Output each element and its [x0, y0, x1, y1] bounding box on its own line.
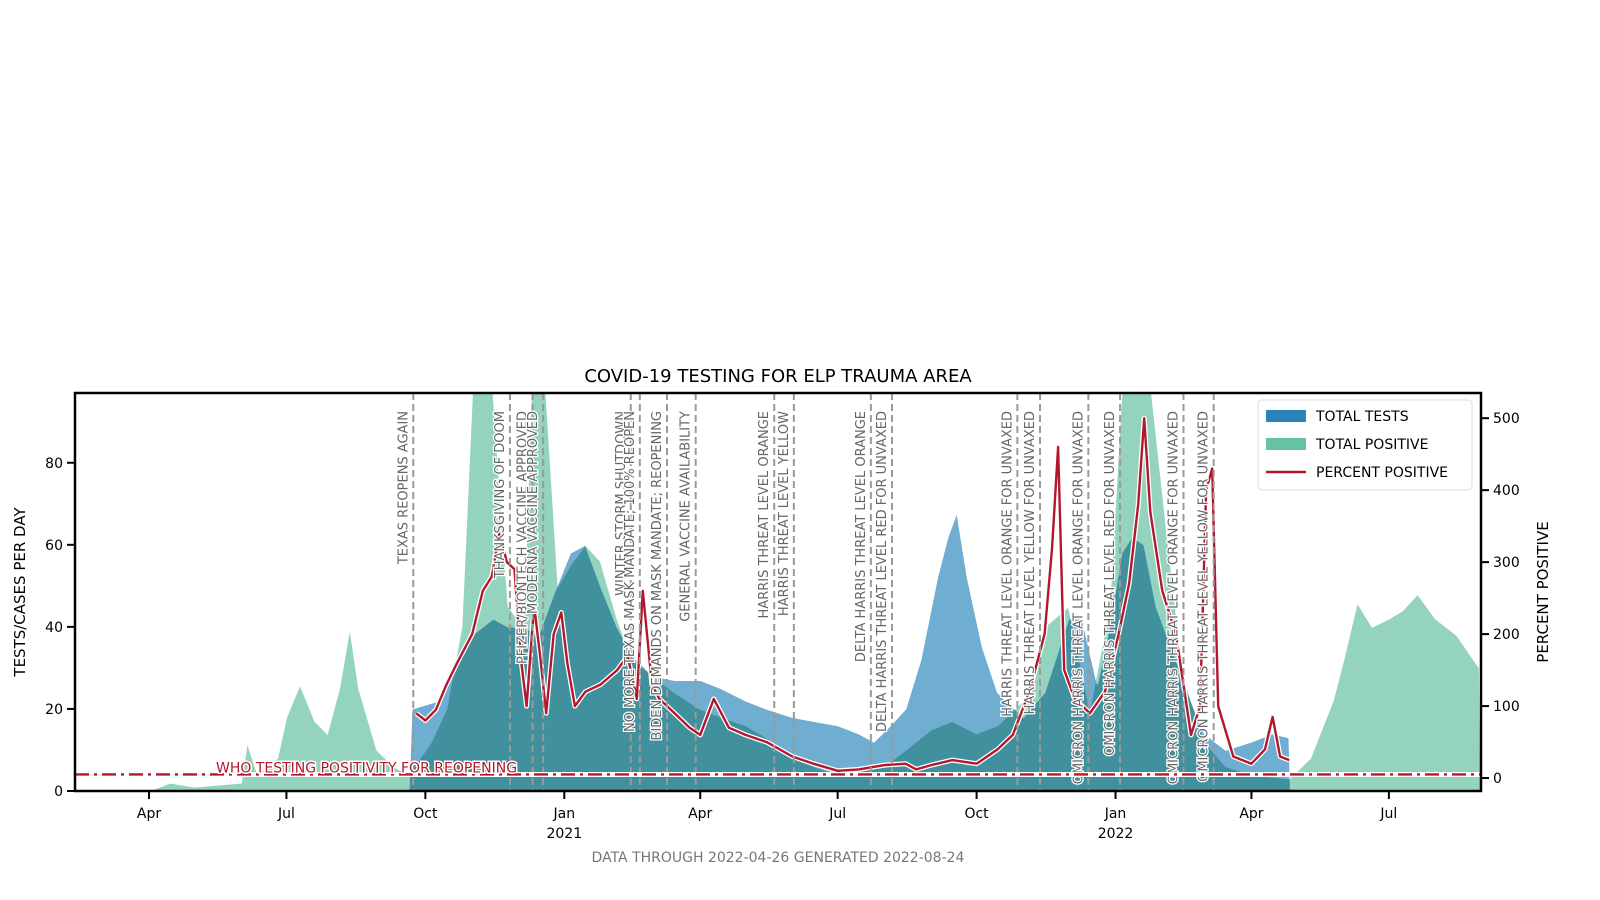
x-tick-label: Oct [964, 806, 989, 822]
x-tick-label: Jul [828, 806, 846, 822]
y-tick-label-right: 200 [1493, 627, 1520, 643]
event-label-omicron-harris-threat-level-orange-for-unvaxed: OMICRON HARRIS THREAT LEVEL ORANGE FOR U… [1071, 411, 1086, 784]
x-year-label: 2021 [546, 826, 582, 842]
who-reference-label: WHO TESTING POSITIVITY FOR REOPENING [216, 760, 517, 776]
y-axis-left-label: TESTS/CASES PER DAY [11, 507, 29, 678]
chart-title: COVID-19 TESTING FOR ELP TRAUMA AREA [584, 366, 972, 387]
legend-label-total-positive: TOTAL POSITIVE [1315, 437, 1428, 453]
event-label-omicron-harris-threat-level-orange-for-unvaxed: OMICRON HARRIS THREAT LEVEL ORANGE FOR U… [1167, 411, 1182, 784]
y-tick-label-left: 80 [45, 456, 63, 472]
event-label-texas-reopens-again: TEXAS REOPENS AGAIN [396, 411, 411, 565]
event-label-delta-harris-threat-level-orange: DELTA HARRIS THREAT LEVEL ORANGE [854, 411, 869, 662]
legend-label-percent-positive: PERCENT POSITIVE [1316, 465, 1448, 481]
x-tick-label: Apr [137, 806, 161, 822]
x-tick-label: Jul [1379, 806, 1397, 822]
events-layer [412, 393, 1215, 791]
y-tick-label-left: 20 [45, 702, 63, 718]
y-tick-label-right: 0 [1493, 771, 1502, 787]
percent-positive-line [415, 417, 1290, 772]
legend-swatch-total-tests [1266, 410, 1306, 422]
reference-layer: WHO TESTING POSITIVITY FOR REOPENING [75, 759, 1481, 778]
event-label-harris-threat-level-yellow-for-unvaxed: HARRIS THREAT LEVEL YELLOW FOR UNVAXED [1023, 411, 1038, 714]
event-label-pfizer-biontech-vaccine-approved: PFIZER/BIONTECH VACCINE APPROVED [516, 411, 531, 664]
event-label-moderna-vaccine-approved: MODERNA VACCINE APPROVED [526, 411, 541, 614]
y-tick-label-right: 500 [1493, 411, 1520, 427]
y-tick-label-right: 300 [1493, 555, 1520, 571]
plot-frame [73, 391, 1483, 793]
event-label-no-more-texas-mask-mandate-100-reopen: NO MORE TEXAS MASK MANDATE; 100% REOPEN [623, 411, 638, 732]
chart-legend: TOTAL TESTS TOTAL POSITIVE PERCENT POSITIV… [1257, 399, 1473, 491]
event-label-omicron-harris-threat-level-yellow-for-unvaxed: OMICRON HARRIS THREAT LEVEL YELLOW FOR U… [1197, 411, 1212, 782]
y-tick-label-left: 60 [45, 538, 63, 554]
legend-box [1257, 399, 1473, 491]
total-tests-area [408, 509, 1292, 791]
legend-label-total-tests: TOTAL TESTS [1315, 409, 1409, 425]
event-label-harris-threat-level-yellow: HARRIS THREAT LEVEL YELLOW [777, 411, 792, 616]
x-year-label: 2022 [1098, 826, 1134, 842]
x-tick-label: Jan [553, 806, 576, 822]
x-tick-label: Apr [688, 806, 712, 822]
y-axis-right-label: PERCENT POSITIVE [1534, 521, 1552, 662]
series-layer [75, 393, 1481, 791]
event-label-biden-demands-on-mask-mandate-reopening: BIDEN DEMANDS ON MASK MANDATE; REOPENING [650, 411, 665, 740]
legend-swatch-total-positive [1266, 438, 1306, 450]
event-label-delta-harris-threat-level-red-for-unvaxed: DELTA HARRIS THREAT LEVEL RED FOR UNVAXE… [875, 411, 890, 732]
x-tick-label: Jul [277, 806, 295, 822]
event-label-winter-storm-shutdown: WINTER STORM SHUTDOWN [614, 411, 629, 596]
x-tick-label: Jan [1104, 806, 1127, 822]
event-label-thanksgiving-of-doom: THANKSGIVING OF DOOM [493, 411, 508, 579]
x-tick-label: Apr [1239, 806, 1263, 822]
event-labels-layer: TEXAS REOPENS AGAIN THANKSGIVING OF DOOM P… [395, 410, 1213, 786]
y-tick-label-left: 0 [54, 784, 63, 800]
event-label-harris-threat-level-orange-for-unvaxed: HARRIS THREAT LEVEL ORANGE FOR UNVAXED [1000, 411, 1015, 717]
event-label-omicron-harris-threat-level-red-for-unvaxed: OMICRON HARRIS THREAT LEVEL RED FOR UNVA… [1103, 411, 1118, 756]
axes-layer: 0 20 40 60 80 0 100 200 300 400 500 Apr Jul Oct Jan 202… [45, 391, 1520, 842]
event-label-harris-threat-level-orange: HARRIS THREAT LEVEL ORANGE [757, 411, 772, 618]
chart-footer: DATA THROUGH 2022-04-26 GENERATED 2022-0… [592, 850, 965, 866]
x-tick-label: Oct [413, 806, 438, 822]
y-tick-label-right: 100 [1493, 699, 1520, 715]
event-label-general-vaccine-availability: GENERAL VACCINE AVAILABILITY [679, 411, 694, 622]
y-tick-label-left: 40 [45, 620, 63, 636]
y-tick-label-right: 400 [1493, 483, 1520, 499]
